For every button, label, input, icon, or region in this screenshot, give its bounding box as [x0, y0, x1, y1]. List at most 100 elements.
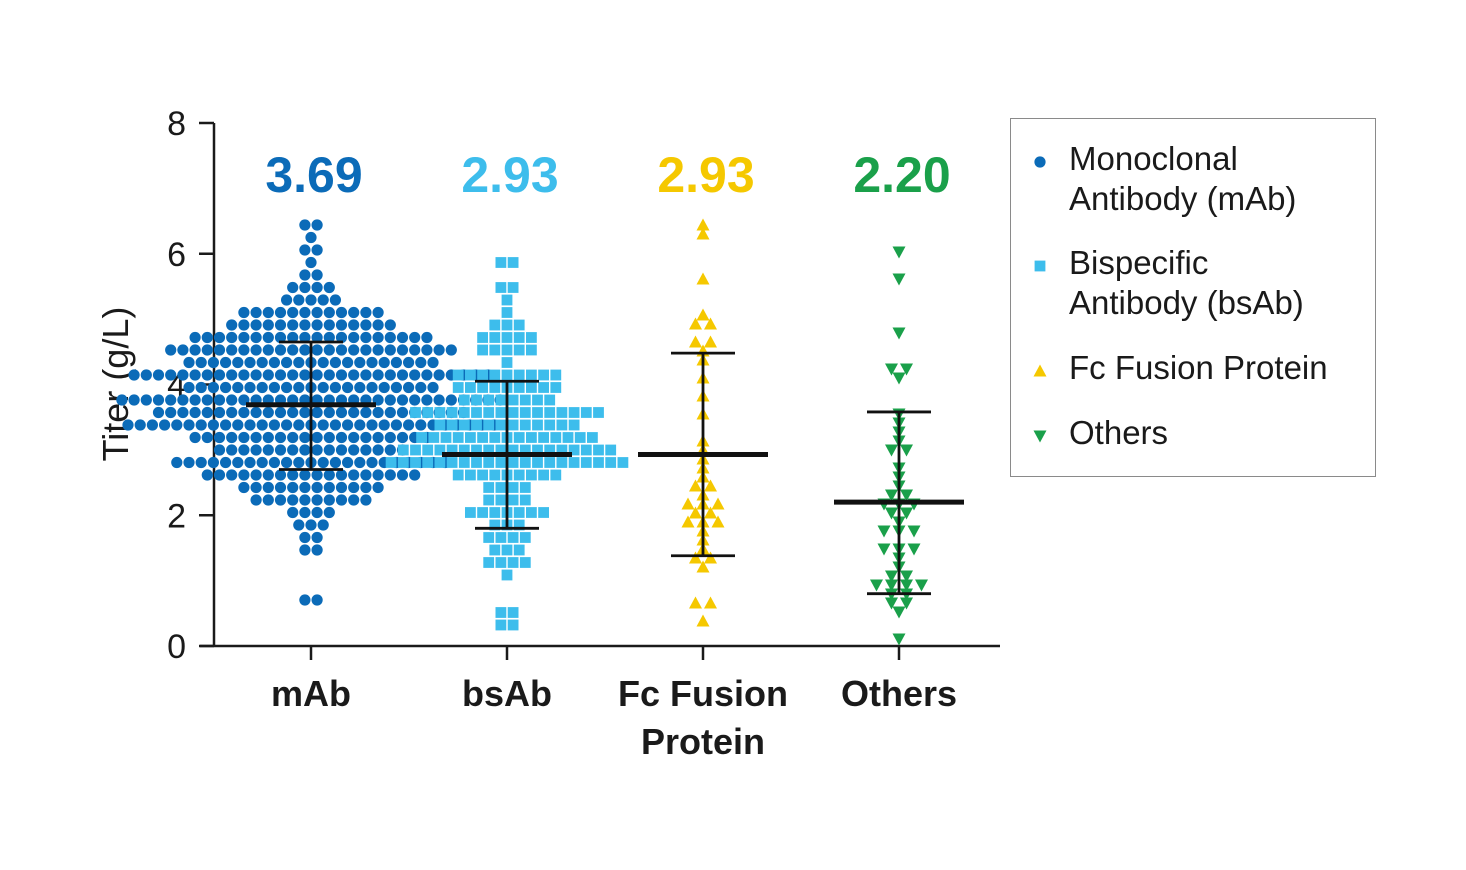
data-point	[323, 344, 335, 356]
legend: Monoclonal Antibody (mAb) Bispecific Antibo…	[1010, 118, 1376, 477]
legend-label-line: Bispecific	[1069, 244, 1209, 281]
data-point	[159, 419, 171, 431]
data-point	[250, 369, 262, 381]
data-point	[434, 457, 446, 468]
data-point	[495, 257, 507, 268]
data-point	[146, 419, 158, 431]
data-point	[274, 406, 287, 419]
data-point	[311, 544, 323, 556]
data-point	[704, 335, 717, 348]
data-point	[593, 457, 604, 468]
data-point	[372, 406, 384, 419]
mean-label: 3.69	[265, 147, 362, 203]
data-point	[299, 281, 311, 294]
data-point	[885, 444, 898, 457]
data-point	[342, 381, 354, 394]
data-point	[299, 531, 311, 544]
data-point	[323, 369, 335, 381]
data-point	[317, 356, 329, 369]
data-point	[274, 494, 287, 506]
data-point	[372, 344, 384, 356]
data-point	[317, 294, 329, 306]
data-point	[445, 394, 457, 406]
legend-label: Monoclonal Antibody (mAb)	[1069, 139, 1369, 219]
data-point	[348, 431, 360, 444]
data-point	[544, 457, 556, 468]
data-point	[556, 419, 568, 431]
data-point	[495, 419, 507, 431]
data-point	[519, 394, 531, 406]
data-point	[421, 331, 433, 344]
data-point	[299, 269, 311, 281]
data-point	[238, 331, 250, 344]
data-point	[201, 344, 213, 356]
data-point	[305, 294, 317, 306]
data-point	[410, 407, 421, 418]
data-point	[507, 457, 519, 468]
data-point	[207, 419, 219, 431]
data-point	[311, 531, 323, 544]
data-point	[495, 457, 507, 468]
data-point	[299, 244, 311, 256]
data-point	[427, 381, 439, 394]
legend-label-line: Others	[1069, 414, 1169, 451]
data-points	[116, 218, 928, 646]
data-point	[526, 332, 537, 343]
data-point	[238, 369, 250, 381]
data-point	[213, 369, 226, 381]
data-point	[226, 406, 238, 419]
data-point	[201, 394, 213, 406]
data-point	[550, 432, 562, 443]
data-point	[507, 482, 519, 493]
data-point	[489, 469, 501, 481]
data-point	[489, 332, 501, 343]
data-point	[501, 369, 513, 381]
data-point	[201, 469, 213, 481]
data-point	[403, 381, 415, 394]
data-point	[378, 356, 390, 369]
data-point	[892, 372, 906, 385]
data-point	[360, 331, 372, 344]
data-point	[299, 506, 311, 519]
data-point	[262, 481, 274, 494]
data-point	[287, 369, 299, 381]
data-point	[396, 369, 409, 381]
data-point	[274, 431, 287, 444]
data-point	[348, 319, 360, 331]
data-point	[299, 219, 311, 231]
data-point	[689, 551, 702, 564]
data-point	[360, 319, 372, 331]
data-point	[465, 369, 476, 381]
data-point	[390, 381, 402, 394]
data-point	[220, 356, 232, 369]
data-point	[390, 356, 402, 369]
data-point	[329, 294, 341, 306]
data-point	[311, 431, 323, 444]
data-point	[689, 506, 702, 519]
data-point	[207, 356, 219, 369]
data-point	[483, 394, 495, 406]
data-point	[513, 469, 525, 481]
data-point	[360, 306, 372, 319]
legend-symbol	[1033, 364, 1047, 377]
legend-symbol	[1033, 430, 1047, 443]
data-point	[274, 344, 287, 356]
data-point	[384, 394, 396, 406]
data-point	[195, 381, 207, 394]
data-point	[519, 419, 531, 431]
data-point	[483, 457, 495, 468]
data-point	[140, 369, 152, 381]
data-point	[396, 406, 409, 419]
data-point	[422, 457, 434, 468]
data-point	[195, 419, 207, 431]
data-point	[477, 344, 488, 356]
data-point	[287, 344, 299, 356]
data-point	[366, 381, 378, 394]
data-point	[907, 543, 921, 556]
data-point	[287, 431, 299, 444]
data-point	[471, 394, 482, 406]
data-point	[152, 394, 165, 406]
data-point	[507, 257, 519, 268]
data-point	[696, 227, 710, 240]
